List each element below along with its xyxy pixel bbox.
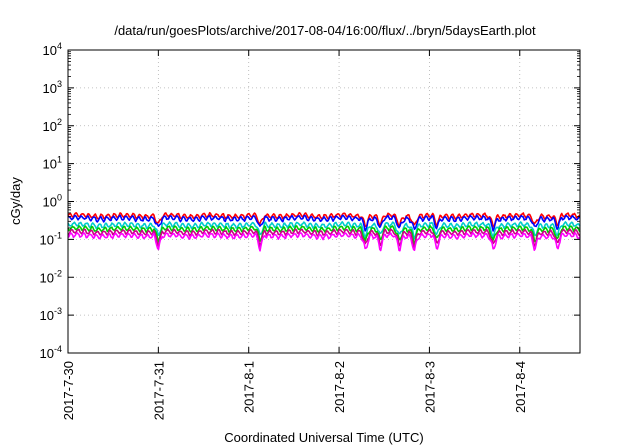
y-tick-base: 10 [43,81,57,96]
y-tick-base: 10 [40,232,54,247]
x-tick-label: 2017-7-30 [61,361,76,420]
y-tick-label: 101 [43,155,62,172]
y-tick-label: 10-1 [40,230,62,247]
x-tick-label: 2017-8-1 [242,361,257,413]
y-tick-exponent: -2 [54,268,62,278]
series-line [67,221,581,240]
series-line [67,214,581,232]
series-line [67,225,581,246]
y-tick-label: 10-2 [40,268,62,285]
grid-lines [67,50,580,353]
y-tick-label: 10-3 [40,306,62,323]
x-tick-label: 2017-8-3 [422,361,437,413]
y-tick-label: 104 [43,41,62,58]
y-tick-base: 10 [43,157,57,172]
series-line [67,232,581,252]
y-tick-exponent: 1 [57,155,62,165]
x-axis: 2017-7-30 2017-7-31 2017-8-1 2017-8-2 2017-8… [61,50,528,420]
y-tick-label: 103 [43,79,62,96]
y-tick-base: 10 [40,308,54,323]
x-tick-label: 2017-8-4 [513,361,528,413]
y-tick-base: 10 [40,270,54,285]
y-tick-base: 10 [43,195,57,210]
x-axis-label: Coordinated Universal Time (UTC) [224,430,423,445]
y-tick-label: 10-4 [40,344,62,361]
y-tick-exponent: 4 [57,41,62,51]
y-tick-base: 10 [43,43,57,58]
series-line [67,228,581,249]
y-tick-exponent: 3 [57,79,62,89]
y-tick-exponent: -3 [54,306,62,316]
y-tick-exponent: -4 [54,344,62,354]
y-tick-label: 100 [43,193,62,210]
y-tick-base: 10 [40,346,54,361]
y-tick-exponent: 0 [57,193,62,203]
y-tick-base: 10 [43,119,57,134]
x-tick-label: 2017-7-31 [151,361,166,420]
y-tick-exponent: -1 [54,230,62,240]
y-axis-label: cGy/day [8,177,23,225]
y-tick-exponent: 2 [57,117,62,127]
chart-title: /data/run/goesPlots/archive/2017-08-04/1… [114,23,536,38]
series-lines [67,211,581,252]
y-tick-label: 102 [43,117,62,134]
x-tick-label: 2017-8-2 [332,361,347,413]
